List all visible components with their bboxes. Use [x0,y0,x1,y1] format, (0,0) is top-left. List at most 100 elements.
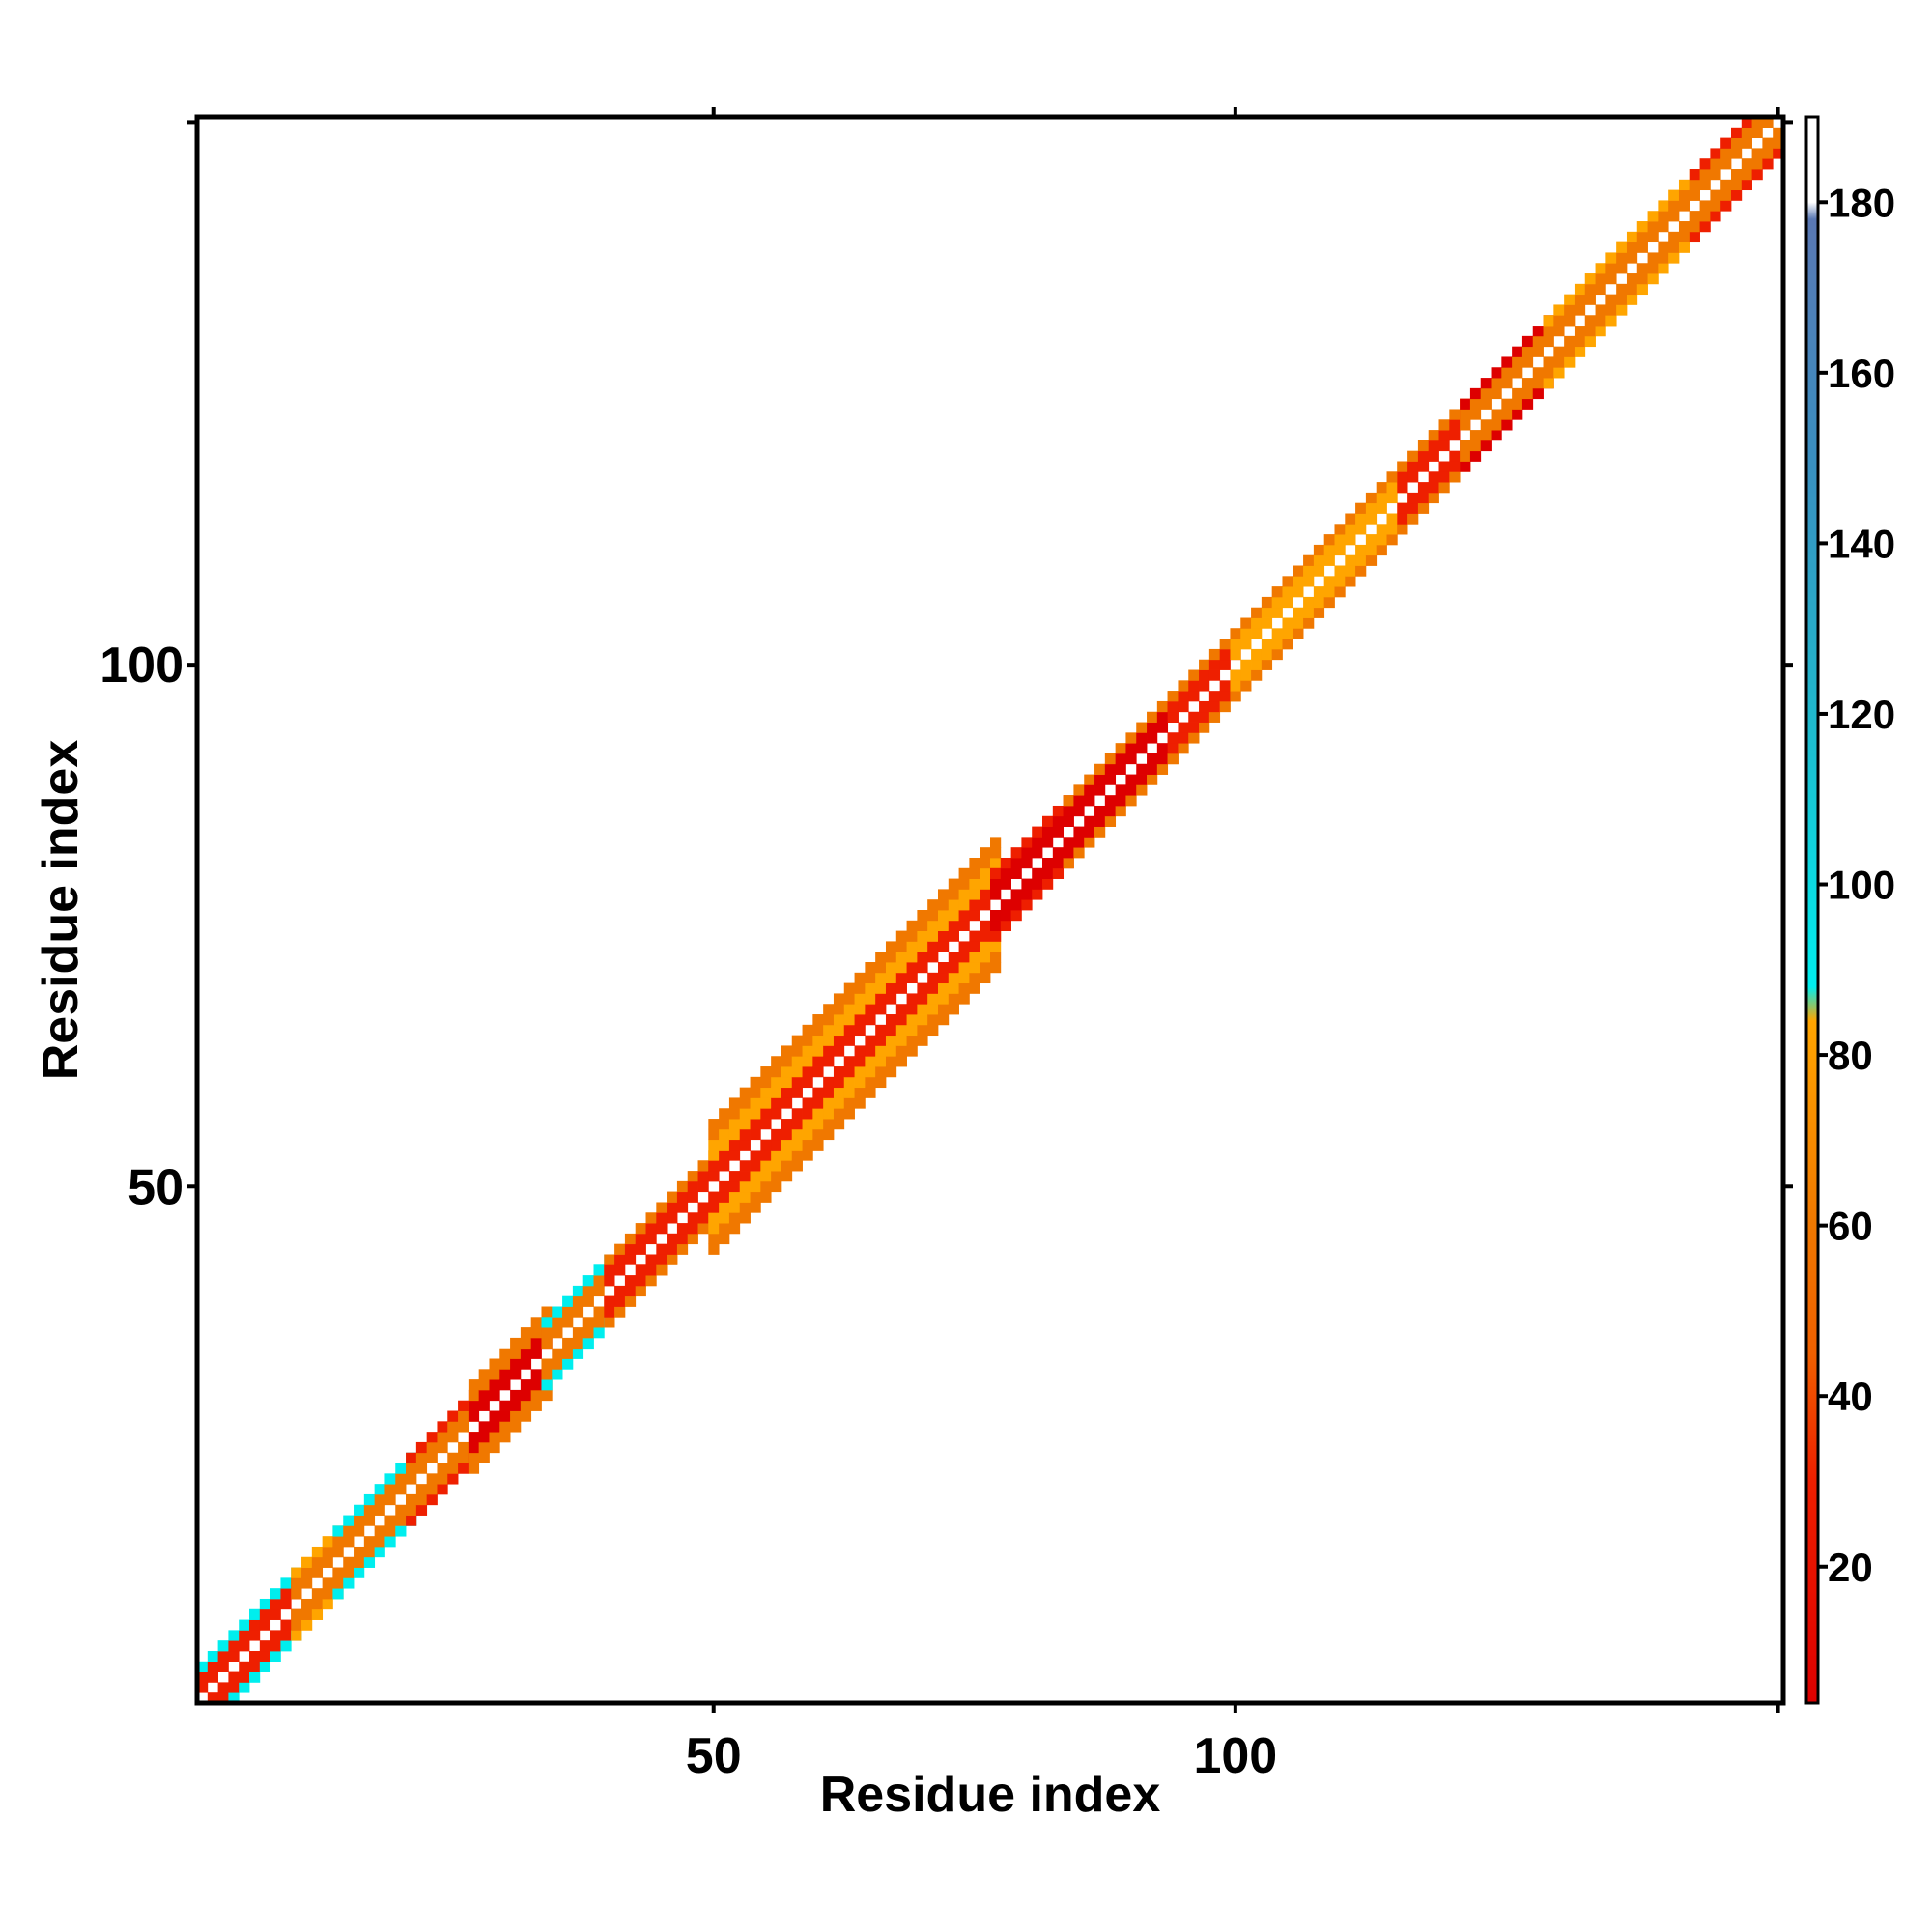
heatmap-cell [927,1024,939,1037]
heatmap-cell [468,1410,480,1422]
heatmap-cell [937,972,950,984]
heatmap-cell [937,982,950,994]
heatmap-cell [1073,795,1085,807]
heatmap-cell [510,1400,522,1411]
heatmap-cell [1741,179,1752,191]
heatmap-cell [415,1484,428,1495]
heatmap-cell [489,1379,500,1391]
heatmap-cell [1313,586,1325,598]
heatmap-cell [1521,398,1534,410]
heatmap-cell [676,1243,689,1255]
heatmap-cell [1501,356,1513,368]
heatmap-cell [458,1421,469,1433]
heatmap-cell [771,1150,782,1161]
heatmap-cell [1261,617,1273,629]
heatmap-cell [854,1045,866,1057]
heatmap-cell [343,1567,355,1578]
heatmap-cell [1240,680,1252,692]
heatmap-cell [301,1577,313,1589]
heatmap-cell [332,1525,344,1537]
heatmap-cell [228,1650,240,1662]
heatmap-cell [426,1452,438,1463]
heatmap-cell [812,1097,824,1109]
heatmap-cell [854,1056,866,1067]
heatmap-cell [687,1223,698,1235]
heatmap-cell [1710,169,1721,181]
heatmap-cell [958,962,970,974]
heatmap-cell [1438,430,1450,441]
heatmap-cell [1469,398,1482,410]
heatmap-cell [489,1358,500,1370]
heatmap-cell [1397,502,1408,514]
heatmap-cell [1668,189,1680,201]
heatmap-cell [1501,398,1513,410]
heatmap-cell [510,1369,522,1380]
heatmap-cell [1230,639,1241,650]
heatmap-cell [1167,691,1179,702]
heatmap-cell [1156,743,1169,754]
heatmap-cell [728,1119,741,1130]
heatmap-cell [520,1348,532,1359]
heatmap-cell [958,899,970,911]
heatmap-cell [1136,784,1148,796]
heatmap-cell [1417,450,1430,462]
heatmap-cell [1230,628,1241,639]
heatmap-cell [1678,242,1690,253]
heatmap-cell [1512,367,1523,379]
heatmap-cell [1438,471,1450,483]
heatmap-cell [1668,231,1680,243]
heatmap-cell [1658,242,1669,253]
heatmap-cell [719,1128,730,1141]
heatmap-cell [812,1045,824,1057]
heatmap-cell [854,1097,866,1109]
heatmap-cell [572,1337,584,1350]
heatmap-cell [437,1473,448,1485]
heatmap-cell [478,1389,490,1402]
heatmap-cell [1084,774,1095,785]
heatmap-cell [604,1275,615,1287]
heatmap-cell [437,1441,448,1454]
heatmap-cell [1689,231,1700,243]
heatmap-cell [228,1692,240,1704]
heatmap-cell [530,1337,542,1350]
heatmap-cell [415,1493,428,1506]
heatmap-cell [1720,158,1732,170]
heatmap-cell [1605,273,1617,285]
heatmap-cell [1208,711,1221,723]
heatmap-cell [478,1452,490,1463]
heatmap-cell [1584,326,1596,337]
heatmap-cell [969,889,980,900]
heatmap-cell [854,1024,866,1037]
heatmap-cell [1668,200,1680,212]
heatmap-cell [1460,409,1471,420]
heatmap-cell [311,1546,324,1558]
heatmap-cell [1449,419,1461,431]
heatmap-cell [1167,743,1179,754]
heatmap-cell [1293,628,1304,639]
heatmap-cell [1501,419,1513,431]
heatmap-cell [395,1515,407,1526]
heatmap-cell [1417,461,1430,472]
heatmap-cell [1010,889,1022,900]
heatmap-cell [1636,231,1648,243]
heatmap-cell [322,1546,333,1558]
heatmap-cell [917,920,928,931]
heatmap-cell [1699,211,1711,222]
heatmap-cell [969,857,980,869]
heatmap-cell [572,1306,584,1318]
heatmap-cell [1365,492,1378,504]
heatmap-cell [1773,137,1784,149]
heatmap-cell [875,1035,887,1046]
heatmap-cell [969,962,980,974]
heatmap-cell [1293,576,1304,587]
heatmap-cell [1710,211,1721,222]
heatmap-cell [1532,367,1544,379]
heatmap-cell [593,1285,605,1297]
heatmap-cell [239,1640,250,1652]
heatmap-cell [656,1243,668,1255]
heatmap-cell [1397,461,1408,472]
heatmap-cell [593,1275,605,1287]
heatmap-cell [520,1410,532,1422]
heatmap-cell [1574,294,1586,305]
heatmap-cell [239,1682,250,1693]
